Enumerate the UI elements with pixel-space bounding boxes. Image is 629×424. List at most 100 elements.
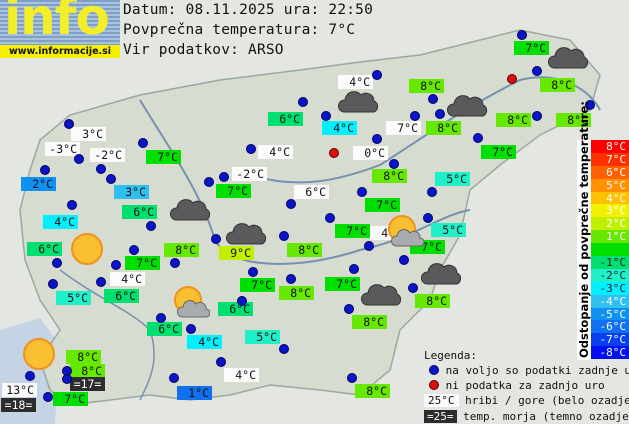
station-dot-icon[interactable]: [372, 134, 382, 144]
temperature-label: 8°C: [415, 294, 450, 308]
temperature-label: 3°C: [71, 127, 106, 141]
station-dot-icon[interactable]: [344, 304, 354, 314]
station-dot-icon[interactable]: [399, 255, 409, 265]
temperature-label: 8°C: [372, 169, 407, 183]
station-dot-icon[interactable]: [427, 187, 437, 197]
temperature-label: 6°C: [268, 112, 303, 126]
station-dot-icon[interactable]: [279, 344, 289, 354]
station-dot-icon[interactable]: [204, 177, 214, 187]
legend-title: Legenda:: [424, 349, 477, 362]
station-dot-icon[interactable]: [248, 267, 258, 277]
station-dot-icon[interactable]: [372, 70, 382, 80]
temperature-label: 7°C: [216, 184, 251, 198]
station-dot-icon[interactable]: [211, 234, 221, 244]
station-dot-icon[interactable]: [62, 374, 72, 384]
scale-entry: [582, 243, 629, 257]
station-dot-icon[interactable]: [64, 119, 74, 129]
scale-entry: -2°C: [582, 268, 629, 282]
temperature-label: 0°C: [353, 146, 388, 160]
station-dot-icon[interactable]: [585, 100, 595, 110]
station-dot-icon[interactable]: [67, 200, 77, 210]
station-dot-icon[interactable]: [428, 94, 438, 104]
station-dot-icon[interactable]: [216, 357, 226, 367]
station-dot-icon[interactable]: [389, 159, 399, 169]
station-dot-icon[interactable]: [74, 154, 84, 164]
temperature-label: 4°C: [110, 272, 145, 286]
station-dot-icon[interactable]: [40, 165, 50, 175]
temperature-label: =18=: [1, 398, 36, 412]
sun-cloud-icon: [170, 285, 211, 323]
temperature-label: 5°C: [431, 223, 466, 237]
station-dot-icon[interactable]: [298, 97, 308, 107]
station-dot-icon[interactable]: [186, 324, 196, 334]
station-dot-icon[interactable]: [532, 66, 542, 76]
cloud-icon: [548, 44, 590, 74]
temperature-label: 4°C: [338, 75, 373, 89]
temperature-label: 8°C: [70, 364, 105, 378]
station-dot-icon[interactable]: [279, 231, 289, 241]
temperature-label: 3°C: [114, 185, 149, 199]
station-dot-icon[interactable]: [146, 221, 156, 231]
temperature-label: 13°C: [2, 383, 37, 397]
scale-entry: 2°C: [582, 217, 629, 230]
station-dot-icon[interactable]: [286, 199, 296, 209]
temperature-label: 4°C: [224, 368, 259, 382]
temperature-label: 8°C: [409, 79, 444, 93]
station-dot-icon[interactable]: [321, 111, 331, 121]
station-no-data-icon[interactable]: [329, 148, 339, 158]
station-dot-icon[interactable]: [517, 30, 527, 40]
scale-entry: -3°C: [582, 281, 629, 295]
station-dot-icon[interactable]: [246, 144, 256, 154]
station-dot-icon[interactable]: [96, 164, 106, 174]
cloud-icon: [226, 220, 268, 250]
station-dot-icon[interactable]: [435, 109, 445, 119]
station-dot-icon[interactable]: [237, 296, 247, 306]
temperature-label: 6°C: [122, 205, 157, 219]
station-dot-icon[interactable]: [423, 213, 433, 223]
station-dot-icon[interactable]: [347, 373, 357, 383]
station-dot-icon[interactable]: [286, 274, 296, 284]
station-dot-icon[interactable]: [138, 138, 148, 148]
temperature-label: 7°C: [325, 277, 360, 291]
station-dot-icon[interactable]: [219, 172, 229, 182]
station-dot-icon[interactable]: [473, 133, 483, 143]
temperature-label: 4°C: [187, 335, 222, 349]
station-dot-icon[interactable]: [96, 277, 106, 287]
temperature-label: 7°C: [386, 121, 421, 135]
station-dot-icon[interactable]: [408, 283, 418, 293]
station-dot-icon[interactable]: [364, 241, 374, 251]
station-dot-icon[interactable]: [25, 371, 35, 381]
scale-entry: 5°C: [582, 178, 629, 192]
logo-url[interactable]: www.informacije.si: [0, 45, 120, 58]
station-no-data-icon[interactable]: [507, 74, 517, 84]
station-dot-icon[interactable]: [357, 187, 367, 197]
station-dot-icon[interactable]: [170, 258, 180, 268]
logo[interactable]: info www.informacije.si: [0, 0, 120, 58]
station-dot-icon[interactable]: [156, 313, 166, 323]
station-dot-icon[interactable]: [169, 373, 179, 383]
station-dot-icon[interactable]: [349, 264, 359, 274]
temperature-label: 4°C: [322, 121, 357, 135]
scale-entry: -4°C: [582, 294, 629, 308]
cloud-icon: [361, 281, 403, 311]
temperature-label: 7°C: [125, 256, 160, 270]
temperature-label: -2°C: [232, 167, 267, 181]
station-dot-icon[interactable]: [111, 260, 121, 270]
station-dot-icon[interactable]: [325, 213, 335, 223]
station-dot-icon[interactable]: [43, 392, 53, 402]
temperature-label: 6°C: [294, 185, 329, 199]
scale-entry: 6°C: [582, 165, 629, 179]
station-dot-icon[interactable]: [532, 111, 542, 121]
sun-icon: [70, 232, 104, 270]
station-dot-icon[interactable]: [52, 258, 62, 268]
station-dot-icon[interactable]: [129, 245, 139, 255]
station-dot-icon[interactable]: [410, 111, 420, 121]
station-dot-icon[interactable]: [106, 174, 116, 184]
scale-entry: 3°C: [582, 204, 629, 217]
legend-sea: temp. morja (temno ozadje): [463, 410, 629, 423]
deviation-scale: 8°C 7°C 6°C 5°C 4°C 3°C 2°C 1°C -1°C -2°C -3°C -4°C…: [582, 140, 629, 359]
sun-cloud-icon: [384, 214, 425, 252]
temperature-label: 8°C: [66, 350, 101, 364]
station-dot-icon[interactable]: [48, 279, 58, 289]
average-temperature: Povprečna temperatura: 7°C: [123, 22, 356, 38]
